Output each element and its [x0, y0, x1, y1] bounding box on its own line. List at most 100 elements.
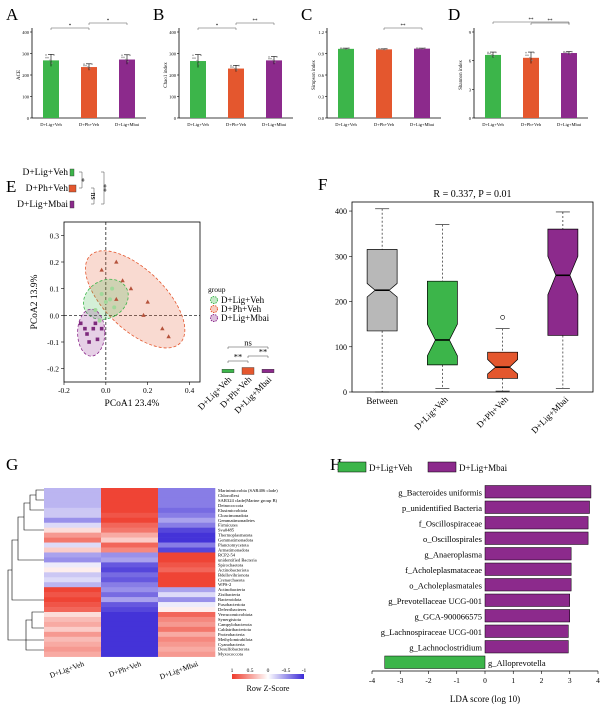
- data-point: [145, 299, 150, 304]
- y-tick-label: -0.1: [47, 338, 59, 347]
- taxon-label: f_Oscillospiraceae: [419, 519, 482, 529]
- panel-a-ace-chart: 0 100 200 300 400 ACE D+Lig+Veh D+Ph+Veh D+Lig+M…: [17, 19, 146, 127]
- heatmap-cell: [44, 542, 102, 548]
- heatmap-cell: [158, 502, 216, 509]
- significance-bracket: [101, 171, 105, 205]
- data-point: [234, 67, 236, 70]
- data-point: [110, 286, 115, 291]
- heatmap-cell: [158, 512, 216, 519]
- data-point: [344, 47, 346, 50]
- heatmap-cell: [101, 592, 159, 598]
- x-tick-label: Between: [366, 396, 398, 406]
- significance-bracket: [235, 22, 275, 25]
- data-point: [276, 55, 278, 58]
- data-point: [230, 66, 232, 68]
- data-point: [489, 52, 491, 55]
- legend-label: D+Ph+Veh: [221, 304, 262, 314]
- y-tick-label: 300: [335, 252, 347, 261]
- y-tick-label: 0.3: [50, 231, 60, 240]
- y-tick-label: 400: [22, 30, 30, 35]
- heatmap-cell: [44, 582, 102, 588]
- heatmap-cell: [101, 522, 159, 528]
- lda-bar: [484, 609, 570, 623]
- heatmap-cell: [158, 542, 216, 548]
- data-point: [49, 59, 51, 62]
- bar: [338, 48, 354, 118]
- y-tick-label: 0: [343, 388, 347, 397]
- mini-box: [241, 367, 255, 375]
- y-tick-label: 400: [169, 30, 177, 35]
- y-tick-label: 300: [22, 52, 30, 57]
- heatmap-cell: [158, 492, 216, 499]
- heatmap-cell: [158, 626, 216, 633]
- panel-g-heatmap: Marinimicrobia (SAR406 clade)Chloroflexi…: [7, 488, 307, 693]
- confidence-ellipse: [85, 250, 186, 349]
- x-tick-label: -1: [454, 676, 460, 685]
- data-point: [141, 312, 146, 317]
- y-tick-label: 0.2: [50, 258, 60, 267]
- data-point: [99, 326, 104, 331]
- data-point: [125, 58, 127, 61]
- x-tick-label: 0.4: [185, 386, 195, 395]
- row-label: Spirochaetota: [218, 562, 243, 567]
- data-point: [160, 326, 165, 331]
- legend-tick-label: 0.5: [247, 668, 254, 674]
- row-label: Bdellovibrionota: [218, 572, 249, 577]
- heatmap-cell: [44, 616, 102, 623]
- data-point: [533, 51, 535, 54]
- x-tick-label: 2: [540, 676, 544, 685]
- legend-label: D+Lig+Veh: [221, 295, 265, 305]
- lda-bar: [484, 485, 592, 499]
- x-axis-label: LDA score (log 10): [450, 694, 520, 704]
- data-point: [348, 47, 350, 50]
- data-point: [99, 267, 104, 272]
- bar: [43, 60, 59, 118]
- heatmap-cell: [101, 607, 159, 613]
- heatmap-cell: [101, 631, 159, 638]
- legend-swatch: [337, 461, 367, 473]
- heatmap-cell: [44, 532, 102, 538]
- data-point: [112, 305, 117, 310]
- panel-letter-b: B: [153, 5, 164, 24]
- y-tick-label: 9: [469, 30, 472, 35]
- y-tick-label: 0: [469, 116, 472, 121]
- heatmap-cell: [101, 527, 159, 533]
- x-tick-label: -3: [397, 676, 403, 685]
- data-point: [95, 337, 100, 342]
- lda-bar: [484, 562, 572, 576]
- row-label: Cloacimonadota: [218, 513, 248, 518]
- data-point: [571, 50, 573, 53]
- heatmap-cell: [101, 641, 159, 648]
- row-label: Bacteroidota: [218, 597, 241, 602]
- heatmap-cell: [44, 557, 102, 563]
- bar: [266, 60, 282, 118]
- significance-bracket: [79, 171, 83, 189]
- legend-swatch: [210, 305, 218, 313]
- significance-label: **: [529, 18, 535, 23]
- x-tick-label: D+Lig+Mbai: [410, 122, 435, 127]
- x-tick-label: D+Ph+Veh: [226, 122, 247, 127]
- y-tick-label: 400: [335, 207, 347, 216]
- legend-label: D+Lig+Mbai: [459, 463, 508, 473]
- heatmap-cell: [101, 532, 159, 538]
- row-label: Gemmatimonadetes: [218, 518, 255, 523]
- heatmap-cell: [158, 592, 216, 598]
- legend-title: group: [208, 285, 226, 294]
- y-tick-label: 200: [169, 73, 177, 78]
- lda-bar: [484, 516, 589, 530]
- y-tick-label: 0.6: [318, 73, 324, 78]
- x-tick-label: -2: [425, 676, 431, 685]
- heatmap-cell: [158, 552, 216, 558]
- data-point: [83, 63, 85, 66]
- x-tick-label: D+Lig+Mbai: [557, 122, 582, 127]
- data-point: [194, 57, 196, 60]
- heatmap-cell: [101, 512, 159, 519]
- x-tick-label: D+Ph+Veh: [475, 394, 511, 430]
- data-point: [487, 52, 489, 55]
- color-legend-bar: [232, 674, 304, 679]
- heatmap-cell: [44, 547, 102, 553]
- x-tick-label: D+Lig+Veh: [482, 122, 504, 127]
- y-tick-label: -0.2: [47, 365, 59, 374]
- heatmap-cell: [101, 636, 159, 643]
